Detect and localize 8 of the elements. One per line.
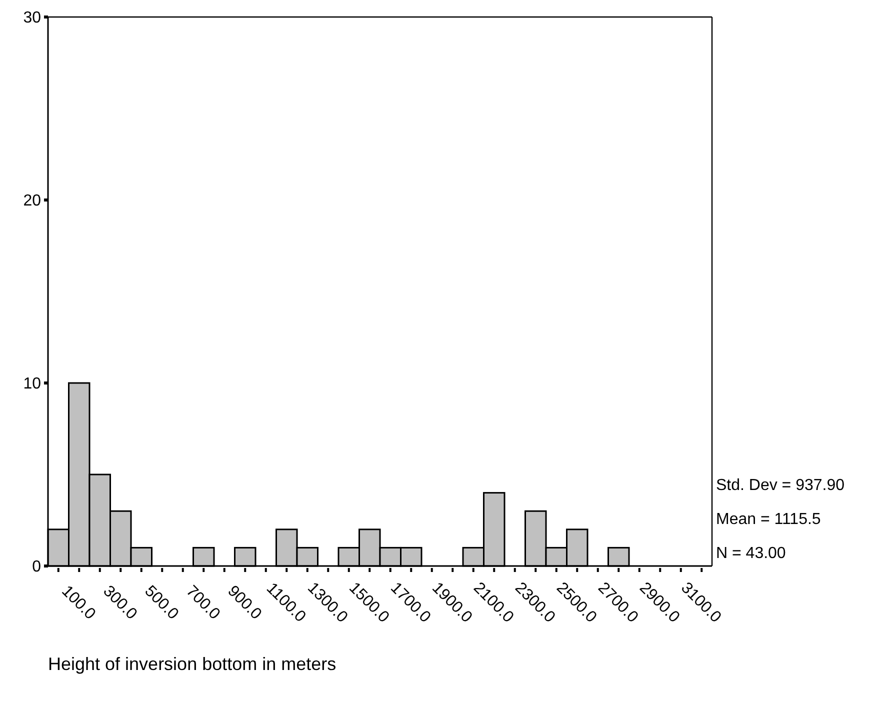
y-tick-label: 0	[32, 558, 42, 576]
y-tick-label: 20	[23, 192, 42, 210]
y-tick-label: 10	[23, 376, 42, 393]
text: N = 43.00	[716, 545, 786, 562]
text: Mean = 1115.5	[716, 511, 821, 528]
x-axis-title: Height of inversion bottom in meters	[48, 654, 336, 674]
y-tick-label: 30	[23, 10, 42, 27]
text: Std. Dev = 937.90	[716, 477, 845, 494]
